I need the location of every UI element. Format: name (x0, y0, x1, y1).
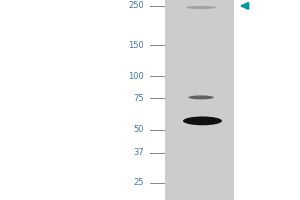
Ellipse shape (183, 116, 222, 125)
Text: 150: 150 (128, 41, 144, 50)
Text: 50: 50 (134, 125, 144, 134)
Bar (165, 0, 234, 200)
Text: 25: 25 (134, 178, 144, 187)
Text: 37: 37 (133, 148, 144, 157)
Text: 100: 100 (128, 72, 144, 81)
Text: 75: 75 (134, 94, 144, 103)
Text: 250: 250 (128, 1, 144, 10)
Ellipse shape (188, 95, 214, 99)
Ellipse shape (186, 6, 216, 9)
